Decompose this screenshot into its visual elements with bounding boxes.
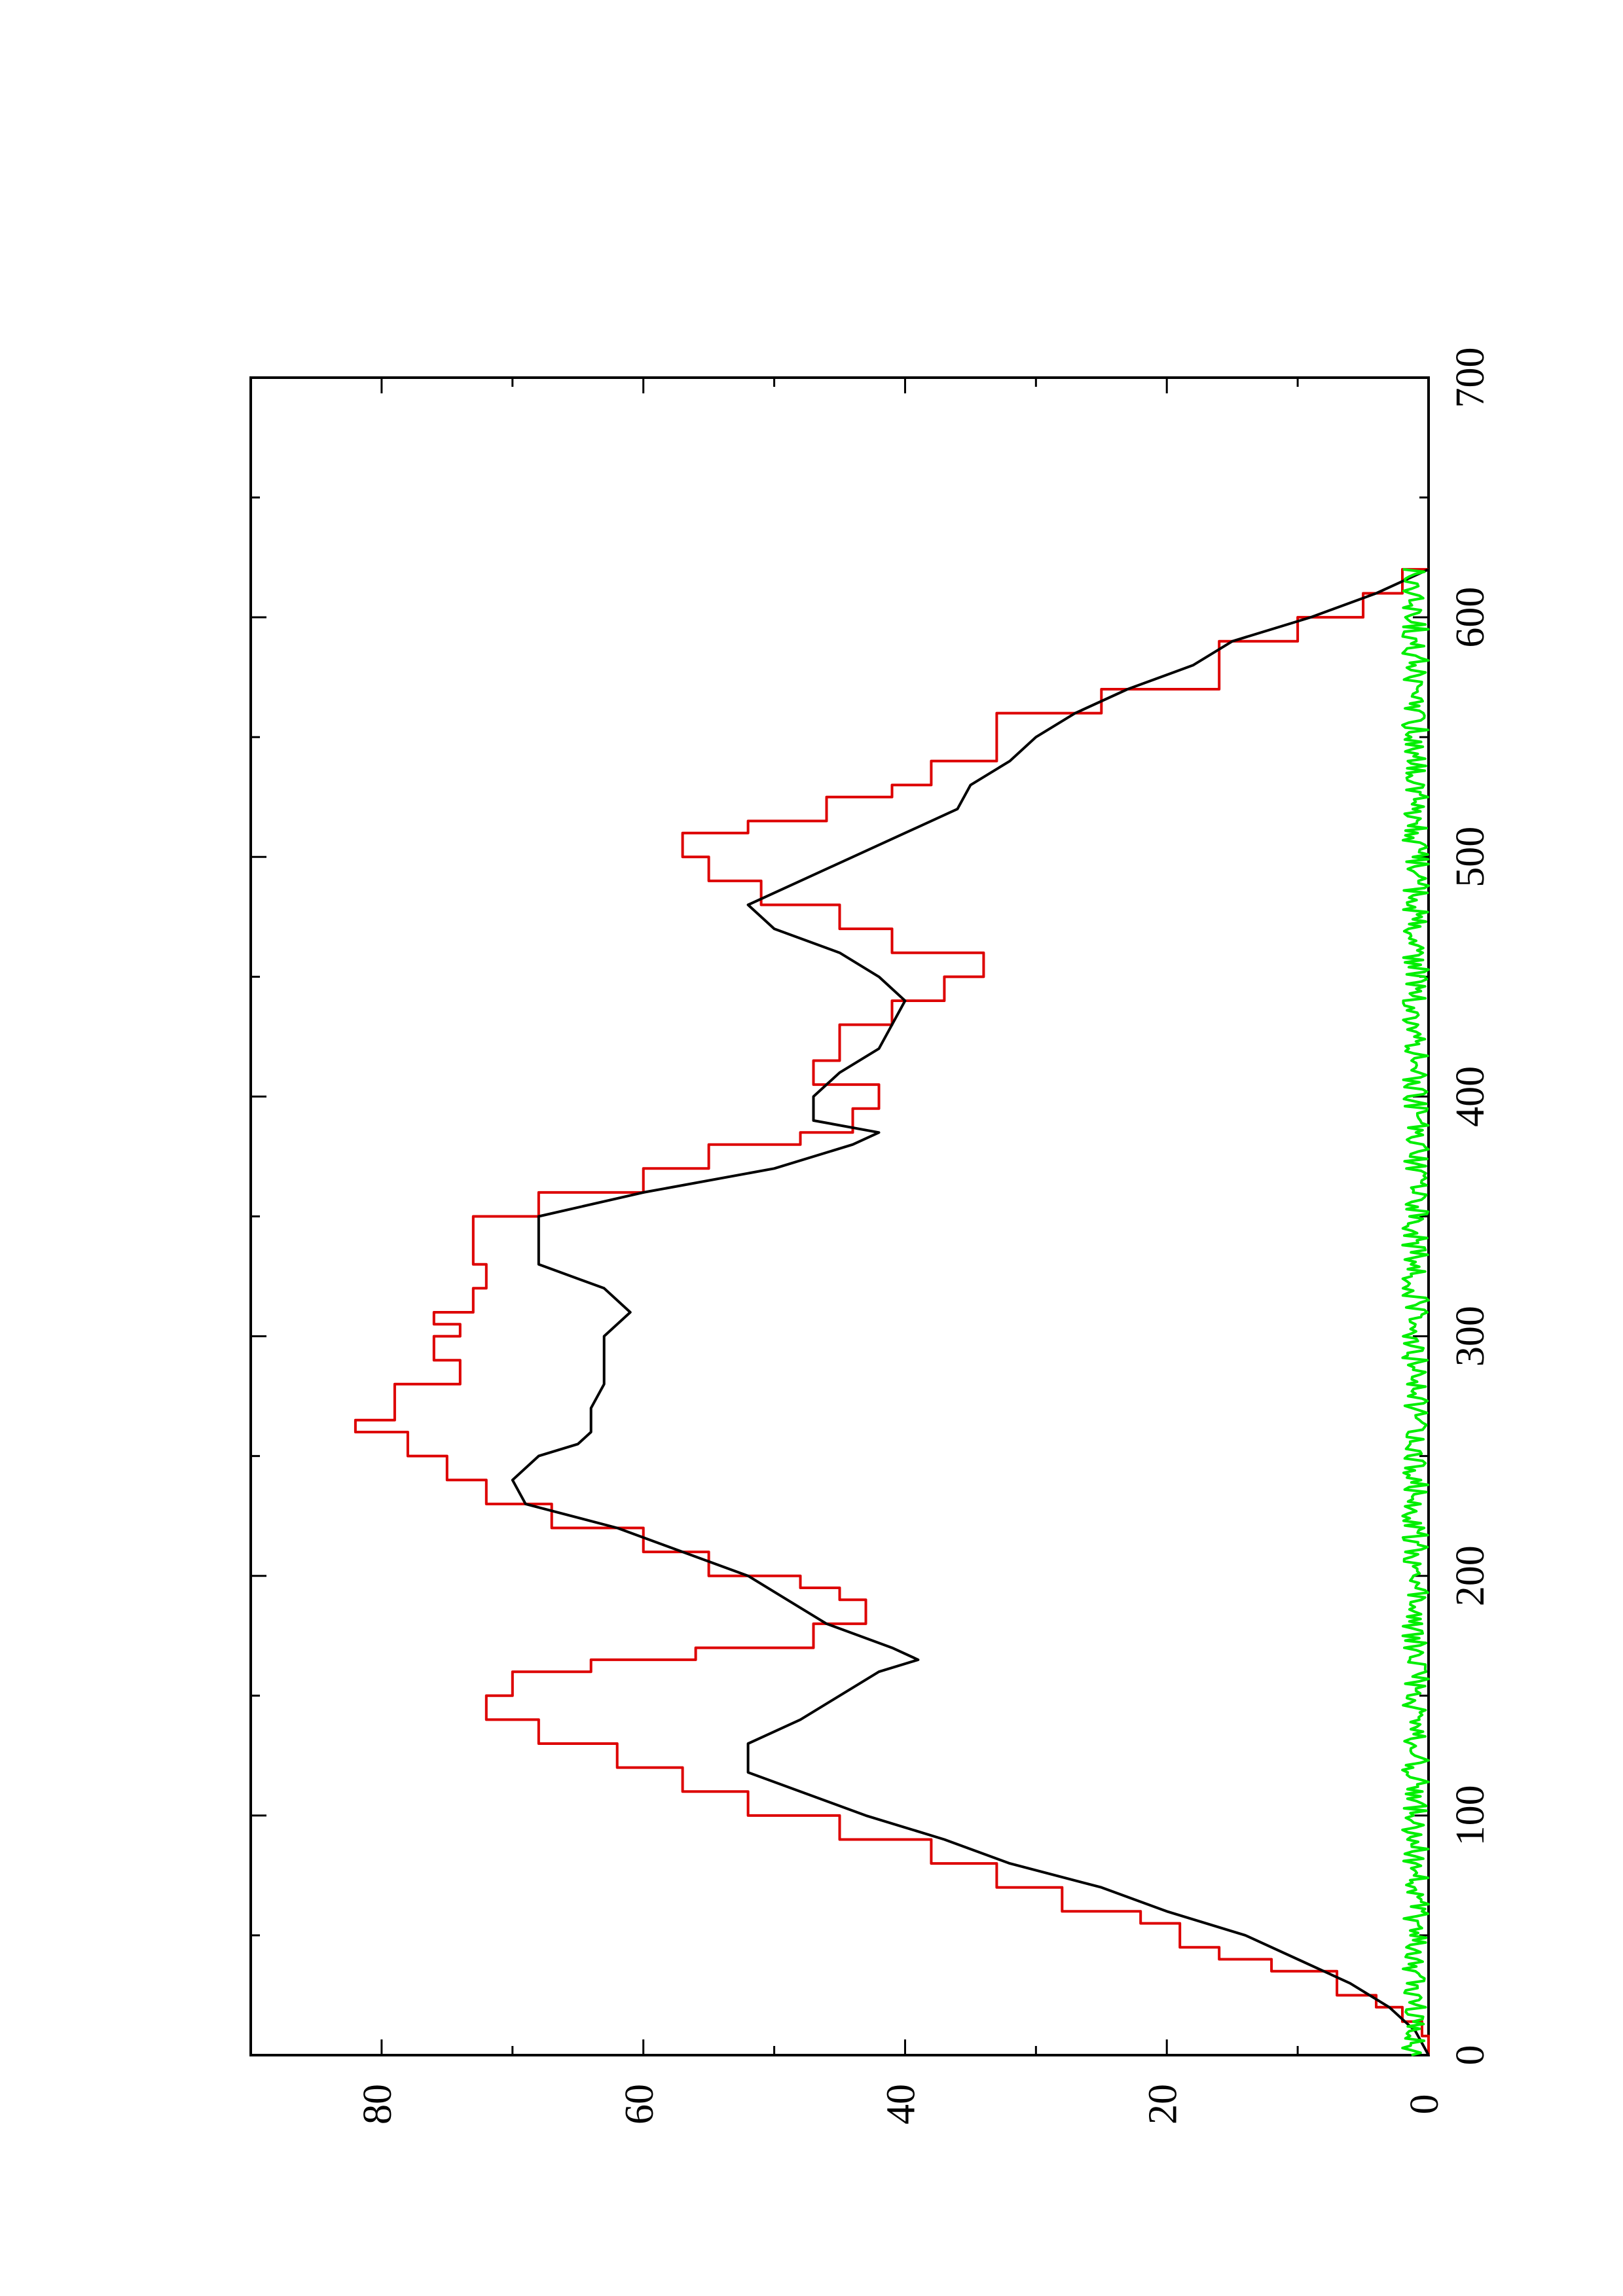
y-tick-label: 20	[1140, 2084, 1185, 2125]
y-tick-label: 60	[617, 2084, 662, 2125]
y-tick-label: 40	[879, 2084, 924, 2125]
x-tick-label: 0	[1448, 2045, 1493, 2066]
x-tick-label: 300	[1448, 1306, 1493, 1367]
y-tick-label: 80	[356, 2084, 400, 2125]
x-tick-label: 400	[1448, 1066, 1493, 1127]
series-line-0	[354, 567, 1430, 2055]
x-tick-label: 200	[1448, 1545, 1493, 1606]
x-tick-label: 700	[1448, 348, 1493, 408]
plot-frame	[249, 376, 1430, 2056]
y-tick-label: 0	[1402, 2094, 1447, 2115]
x-tick-label: 100	[1448, 1785, 1493, 1846]
x-tick-label: 600	[1448, 587, 1493, 648]
plot-area: 0 100 200 300 400 500 600 700 0 20 40 60 80	[249, 348, 1493, 2125]
x-tick-label: 500	[1448, 827, 1493, 888]
series-line-2	[1401, 567, 1430, 2056]
series-line-1	[511, 568, 1430, 2056]
